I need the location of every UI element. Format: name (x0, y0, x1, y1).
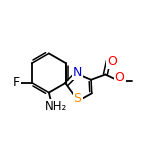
Text: O: O (107, 55, 117, 68)
Text: S: S (74, 92, 81, 105)
Text: N: N (73, 66, 82, 79)
Text: NH₂: NH₂ (45, 100, 67, 113)
Text: F: F (13, 76, 20, 89)
Text: O: O (115, 71, 125, 84)
